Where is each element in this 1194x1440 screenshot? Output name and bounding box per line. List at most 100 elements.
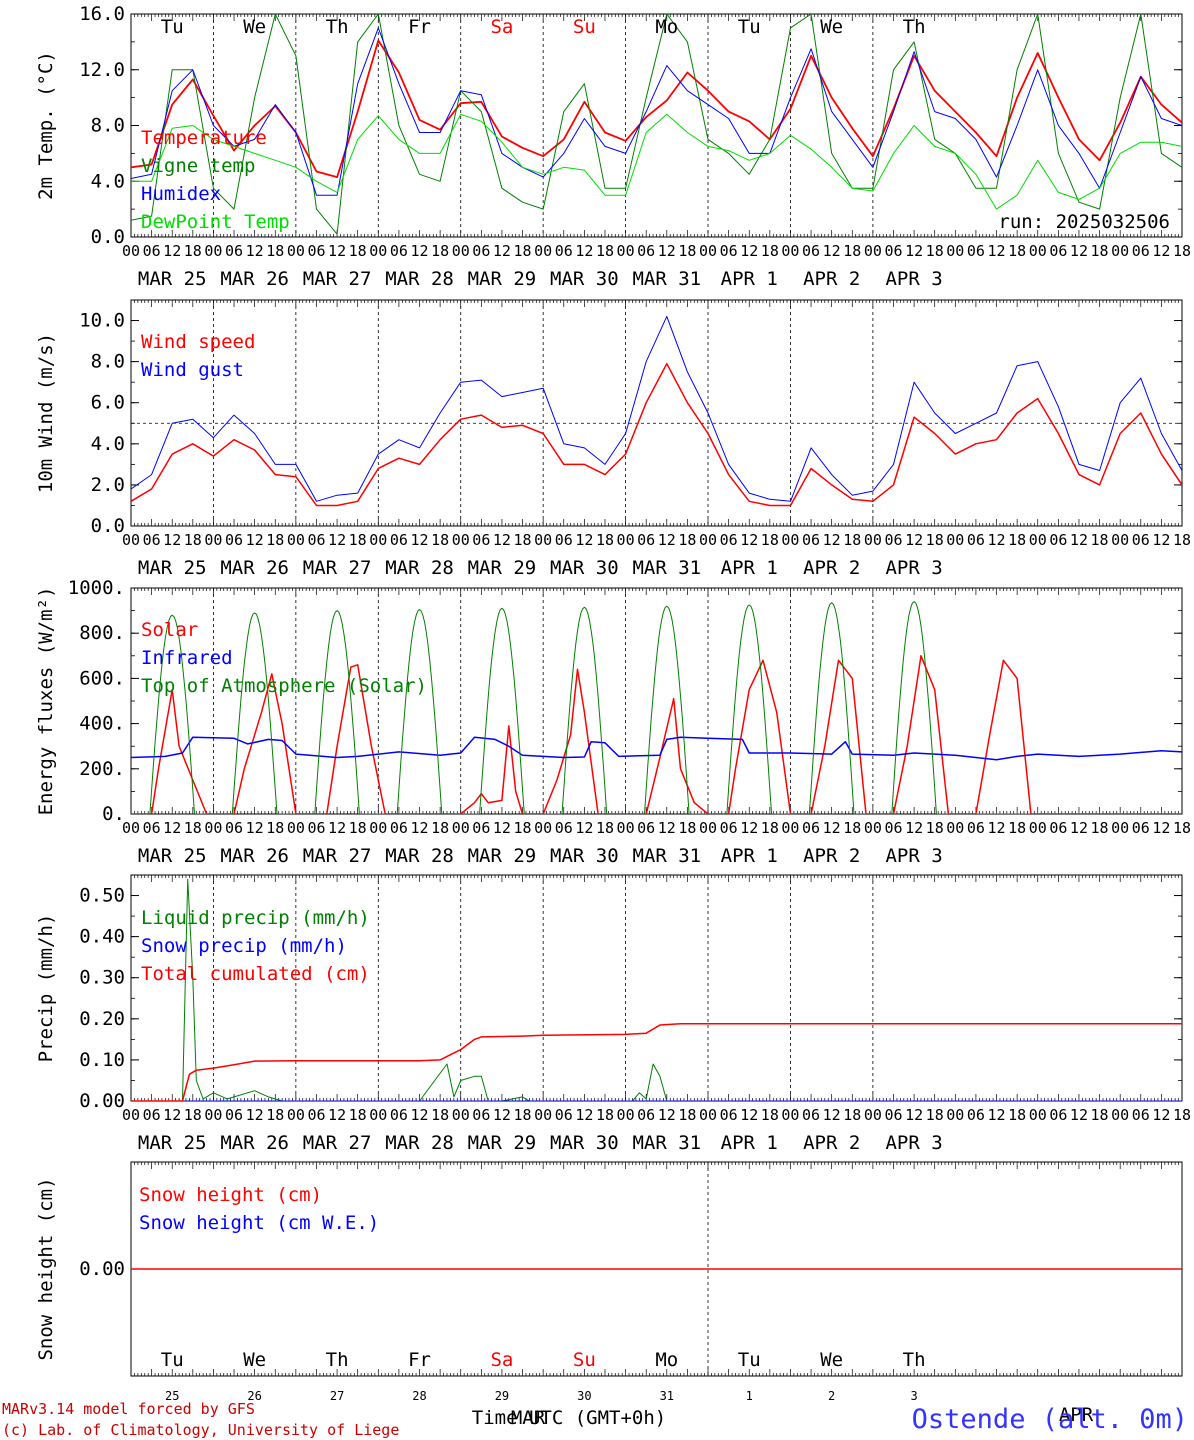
date-label: MAR 25 [138,845,207,867]
hour-label: 12 [823,242,841,260]
y-tick-label: 4.0 [91,433,125,455]
date-label: MAR 27 [303,845,372,867]
date-label: MAR 26 [220,557,289,579]
day-number: 2 [828,1389,835,1403]
hour-label: 06 [1049,819,1067,837]
hour-label: 06 [225,531,243,549]
hour-label: 12 [905,819,923,837]
date-label: APR 1 [721,1132,778,1154]
hour-label: 06 [143,819,161,837]
hour-label: 00 [452,242,470,260]
panel-precip: 0.00 0.10 0.20 0.30 0.40 0.50 Precip (mm/h) Liq… [35,874,1191,1154]
weekday-label: We [243,16,266,38]
hour-label: 12 [1152,242,1170,260]
series-line-dewpoint-temp [131,113,1182,210]
hour-label: 12 [575,531,593,549]
hour-label: 06 [390,819,408,837]
series-group [131,878,1182,1101]
series-group [131,14,1182,235]
hour-label: 06 [472,1106,490,1124]
hour-label: 18 [926,1106,944,1124]
hour-label: 18 [678,819,696,837]
hour-label: 18 [514,531,532,549]
hour-label: 12 [246,819,264,837]
date-label: MAR 26 [220,268,289,290]
hour-label: 18 [184,1106,202,1124]
hour-label: 06 [802,1106,820,1124]
hour-label: 18 [678,531,696,549]
hour-label: 12 [823,531,841,549]
date-label: MAR 28 [385,1132,454,1154]
hour-label: 00 [617,531,635,549]
hour-label: 00 [287,531,305,549]
hour-label: 00 [699,1106,717,1124]
hour-label: 12 [1070,531,1088,549]
date-label: APR 2 [803,557,860,579]
hour-label: 18 [349,531,367,549]
day-number: 27 [330,1389,344,1403]
y-tick-label: 600. [79,667,125,689]
legend-entry: Temperature [141,127,267,149]
hour-label: 18 [1173,242,1191,260]
hour-label: 12 [328,242,346,260]
hour-label: 00 [534,819,552,837]
date-label: APR 2 [803,845,860,867]
panel-flux: 0. 200. 400. 600. 800. 1000. Energy fluxes (W/… [35,577,1191,867]
hour-label: 12 [658,1106,676,1124]
hour-label: 18 [431,531,449,549]
weekday-label: Tu [161,16,184,38]
hour-label: 06 [143,1106,161,1124]
hour-label: 00 [452,819,470,837]
date-label: APR 1 [721,268,778,290]
hour-label: 06 [637,531,655,549]
hour-label: 06 [884,819,902,837]
weekday-label: Mo [655,16,678,38]
date-label: MAR 29 [468,1132,537,1154]
series-line-total-cumulated-cm [131,1022,1182,1101]
hour-label: 12 [905,1106,923,1124]
hour-label: 00 [699,819,717,837]
date-label: MAR 27 [303,557,372,579]
credit-line: MARv3.14 model forced by GFS [2,1400,255,1418]
hour-label: 06 [143,531,161,549]
date-label: MAR 30 [550,1132,619,1154]
panel-frame [130,299,1183,527]
hour-label: 18 [266,819,284,837]
hour-label: 00 [122,1106,140,1124]
hour-label: 06 [555,242,573,260]
hour-label: 18 [431,1106,449,1124]
hour-label: 00 [287,819,305,837]
hour-label: 00 [369,1106,387,1124]
hour-label: 18 [184,531,202,549]
series-line-temperature [131,39,1182,178]
hour-label: 18 [349,242,367,260]
hour-label: 18 [761,819,779,837]
hour-label: 18 [1091,819,1109,837]
hour-label: 18 [184,242,202,260]
hour-label: 12 [658,531,676,549]
hour-label: 12 [246,531,264,549]
hour-label: 18 [596,819,614,837]
credit-line: (c) Lab. of Climatology, University of L… [2,1421,399,1439]
hour-label: 12 [740,819,758,837]
hour-label: 00 [369,242,387,260]
hour-label: 00 [369,819,387,837]
date-label: MAR 28 [385,845,454,867]
weekday-label-bottom: Su [573,1349,596,1371]
hour-label: 18 [1091,242,1109,260]
hour-label: 06 [967,242,985,260]
legend-entry: Top of Atmosphere (Solar) [141,675,427,697]
hour-label: 00 [204,242,222,260]
hour-label: 12 [987,1106,1005,1124]
legend-entry: Vigne temp [141,155,255,177]
hour-label: 00 [864,819,882,837]
hour-label: 00 [1111,242,1129,260]
weekday-label-bottom: Fr [408,1349,431,1371]
hour-label: 06 [1049,1106,1067,1124]
hour-label: 06 [390,1106,408,1124]
date-label: MAR 31 [632,845,701,867]
day-number: 25 [165,1389,179,1403]
hour-label: 12 [493,819,511,837]
date-label: APR 2 [803,268,860,290]
hour-label: 06 [1049,242,1067,260]
